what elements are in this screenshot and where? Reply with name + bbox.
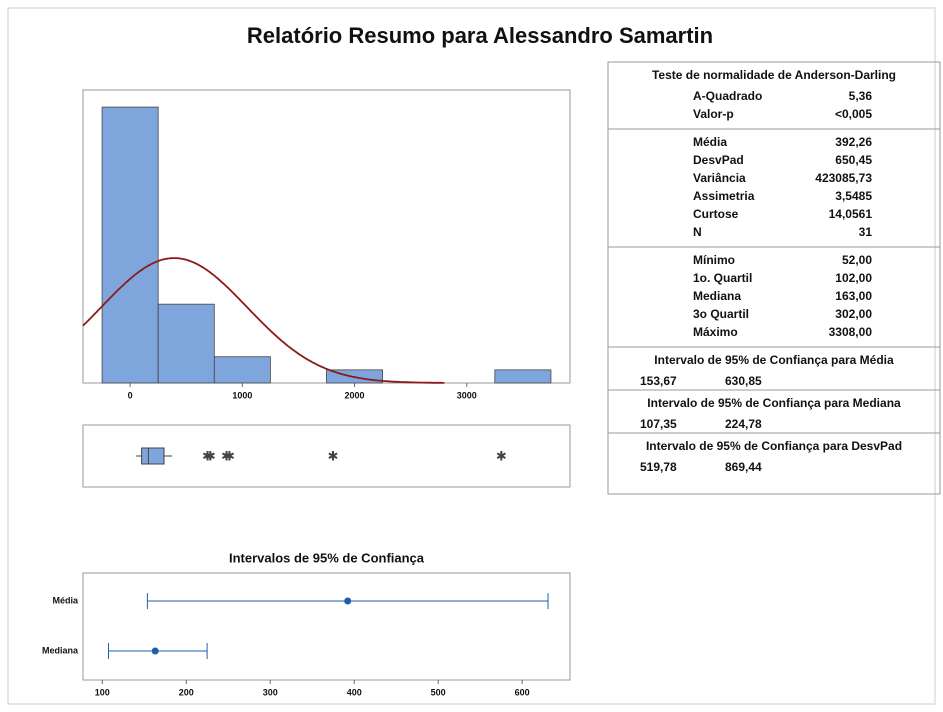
stat-label: Mínimo [693,253,735,267]
x-tick-label: 500 [431,687,446,697]
stat-label: A-Quadrado [693,89,762,103]
stat-value: 31 [859,225,873,239]
stat-label: 3o Quartil [693,307,749,321]
x-tick-label: 100 [95,687,110,697]
stat-value: 102,00 [835,271,872,285]
ci-low: 519,78 [640,460,677,474]
stats-heading: Intervalo de 95% de Confiança para Media… [647,396,901,410]
ci-low: 153,67 [640,374,677,388]
stats-heading: Teste de normalidade de Anderson-Darling [652,68,896,82]
outlier: ✱ [205,448,216,463]
ci-high: 224,78 [725,417,762,431]
outlier: ✱ [221,448,232,463]
stat-label: Máximo [693,325,738,339]
ci-high: 869,44 [725,460,762,474]
x-tick-label: 3000 [457,390,477,400]
histogram-bar [101,106,159,384]
outer-frame [7,7,936,705]
box [141,447,165,465]
stat-value: 52,00 [842,253,872,267]
stats-heading: Intervalo de 95% de Confiança para DesvP… [646,439,902,453]
outlier: ✱ [327,448,338,463]
y-tick-label: Média [52,595,79,605]
histogram-bar [494,369,552,384]
stat-value: 392,26 [835,135,872,149]
stat-value: 650,45 [835,153,872,167]
stat-value: 14,0561 [829,207,873,221]
x-tick-label: 200 [179,687,194,697]
plot-frame [82,572,571,681]
stat-label: N [693,225,702,239]
x-tick-label: 300 [263,687,278,697]
stat-label: DesvPad [693,153,744,167]
x-tick-label: 1000 [232,390,252,400]
histogram-bar [213,356,271,384]
stat-label: Variância [693,171,746,185]
stat-value: 302,00 [835,307,872,321]
ci-low: 107,35 [640,417,677,431]
stats-panel [607,61,941,495]
outlier: ✱ [224,448,235,463]
stat-value: 3308,00 [829,325,873,339]
report-title: Relatório Resumo para Alessandro Samarti… [247,23,713,48]
ci-high: 630,85 [725,374,762,388]
stat-label: Assimetria [693,189,755,203]
outlier: ✱ [202,448,213,463]
stat-value: 3,5485 [835,189,872,203]
stat-label: Média [693,135,727,149]
stat-value: 163,00 [835,289,872,303]
stat-label: Curtose [693,207,739,221]
y-tick-label: Mediana [42,645,79,655]
normal-fit-curve [82,257,445,384]
stat-value: <0,005 [835,107,872,121]
x-tick-label: 2000 [345,390,365,400]
x-tick-label: 600 [515,687,530,697]
outlier: ✱ [496,448,507,463]
stat-label: Valor-p [693,107,734,121]
stats-heading: Intervalo de 95% de Confiança para Média [654,353,894,367]
x-tick-label: 0 [128,390,133,400]
interval-title: Intervalos de 95% de Confiança [229,550,425,565]
interval-point [151,647,159,655]
stat-value: 5,36 [849,89,873,103]
histogram-bar [157,303,215,384]
stat-label: Mediana [693,289,741,303]
stat-value: 423085,73 [815,171,872,185]
interval-point [344,597,352,605]
x-tick-label: 400 [347,687,362,697]
plot-frame [82,424,571,488]
stat-label: 1o. Quartil [693,271,752,285]
